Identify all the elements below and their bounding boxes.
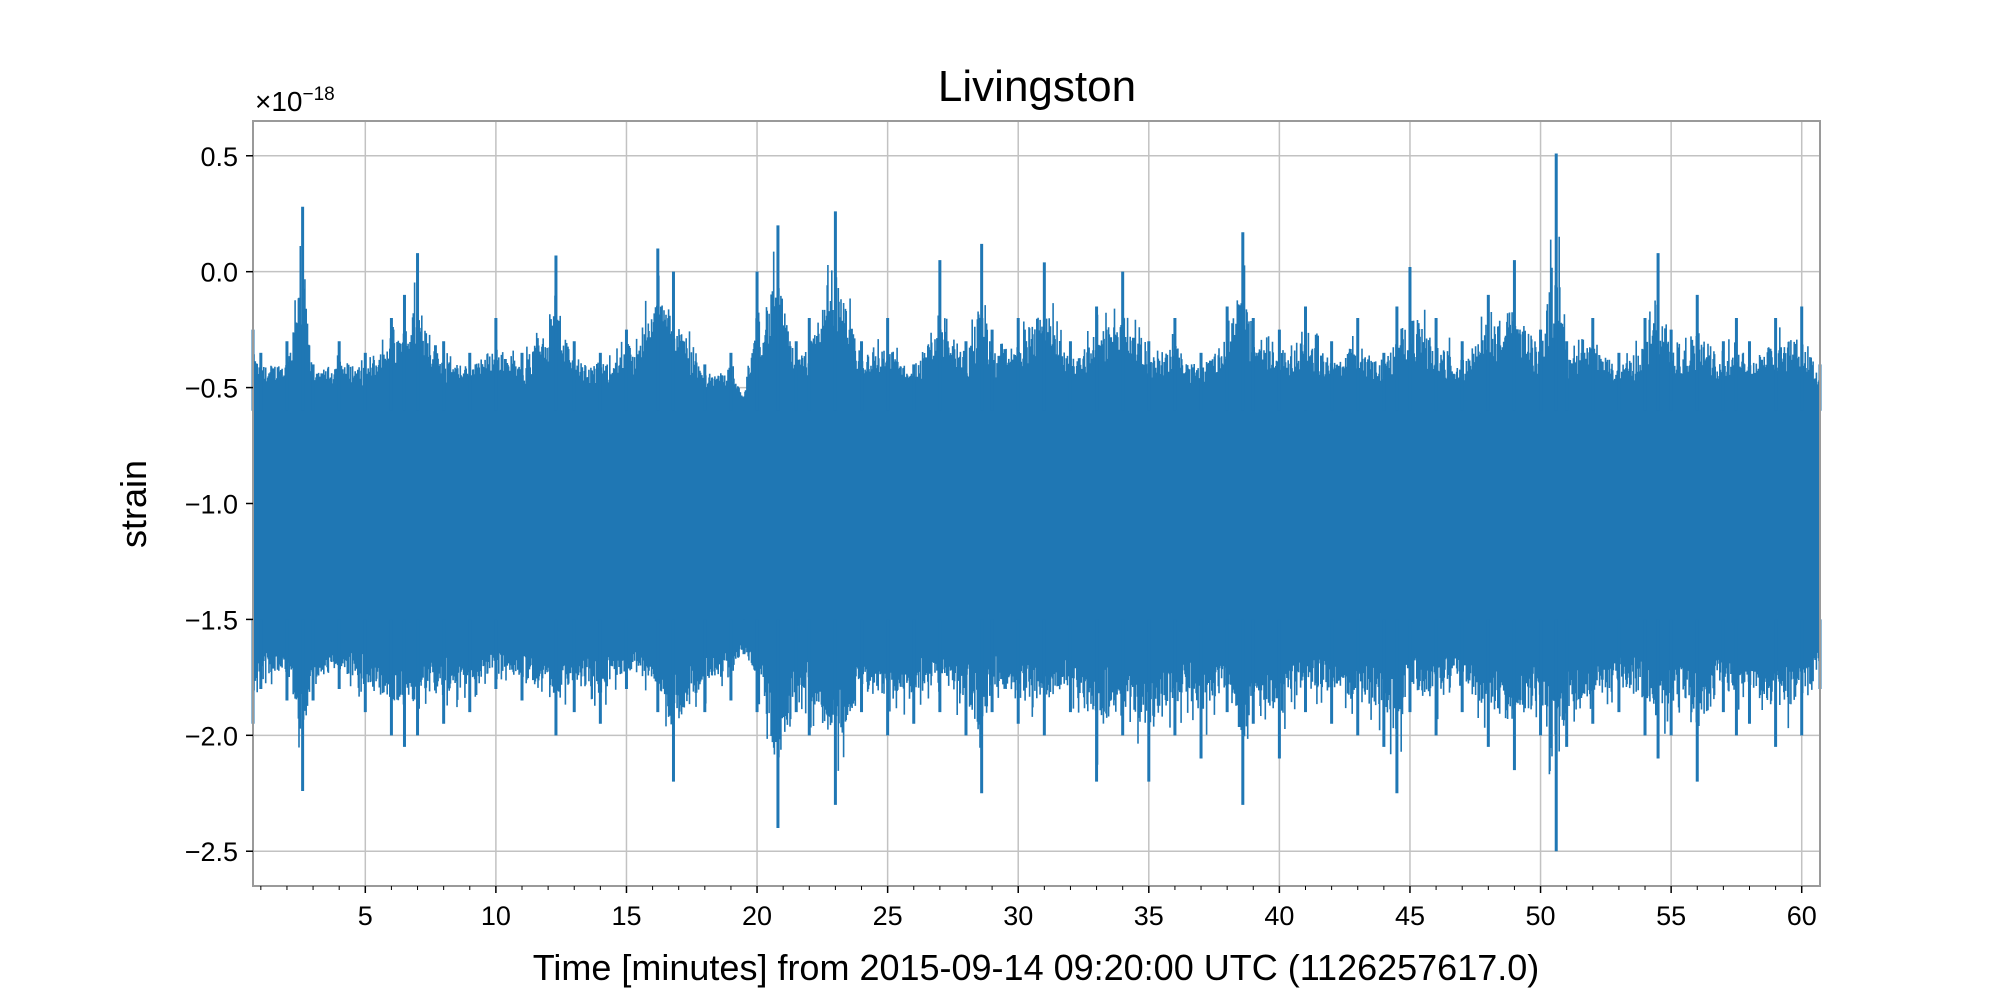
y-tick-label: −2.5 [185, 837, 238, 867]
y-tick-label: −0.5 [185, 374, 238, 404]
y-tick-label: 0.5 [200, 142, 238, 172]
y-tick-label: 0.0 [200, 258, 238, 288]
x-tick-label: 30 [1003, 901, 1033, 931]
y-tick-label: −2.0 [185, 721, 238, 751]
x-tick-label: 45 [1395, 901, 1425, 931]
x-tick-label: 60 [1787, 901, 1817, 931]
y-offset-text: ×10−18 [255, 84, 335, 117]
y-axis-label: strain [113, 460, 154, 548]
x-tick-label: 5 [358, 901, 373, 931]
svg-text:×10−18: ×10−18 [255, 84, 335, 117]
x-tick-label: 25 [873, 901, 903, 931]
strain-series [251, 153, 1822, 852]
x-tick-label: 35 [1134, 901, 1164, 931]
x-tick-label: 15 [611, 901, 641, 931]
x-tick-label: 40 [1264, 901, 1294, 931]
chart-title: Livingston [938, 62, 1136, 111]
y-offset-base: ×10 [255, 86, 303, 117]
x-axis-label: Time [minutes] from 2015-09-14 09:20:00 … [533, 947, 1540, 988]
series-noise [252, 236, 1821, 775]
y-offset-exponent: −18 [303, 84, 335, 105]
x-tick-label: 50 [1526, 901, 1556, 931]
x-tick-label: 55 [1656, 901, 1686, 931]
y-tick-label: −1.5 [185, 605, 238, 635]
y-tick-label: −1.0 [185, 490, 238, 520]
axis-ticks: 5 10 15 20 25 30 35 40 45 50 55 60 0.5 0.0 −0.5 −1.0 −1.… [185, 142, 1817, 931]
x-tick-label: 10 [481, 901, 511, 931]
x-tick-label: 20 [742, 901, 772, 931]
series-0 [251, 153, 1822, 852]
